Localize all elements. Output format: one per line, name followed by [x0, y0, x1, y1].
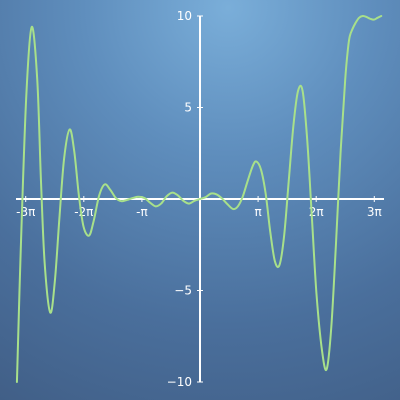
- y-tick-label: −10: [167, 375, 192, 389]
- series-layer: [15, 14, 383, 383]
- series-line: [15, 14, 383, 383]
- x-tick-label: -2π: [74, 205, 93, 219]
- x-tick-label: 3π: [367, 205, 382, 219]
- x-tick-label: -3π: [16, 205, 35, 219]
- x-tick-label: -π: [136, 205, 148, 219]
- y-tick-label: 10: [177, 9, 192, 23]
- y-tick-label: 5: [184, 101, 192, 115]
- y-tick-label: −5: [174, 284, 192, 298]
- x-tick-label: π: [254, 205, 261, 219]
